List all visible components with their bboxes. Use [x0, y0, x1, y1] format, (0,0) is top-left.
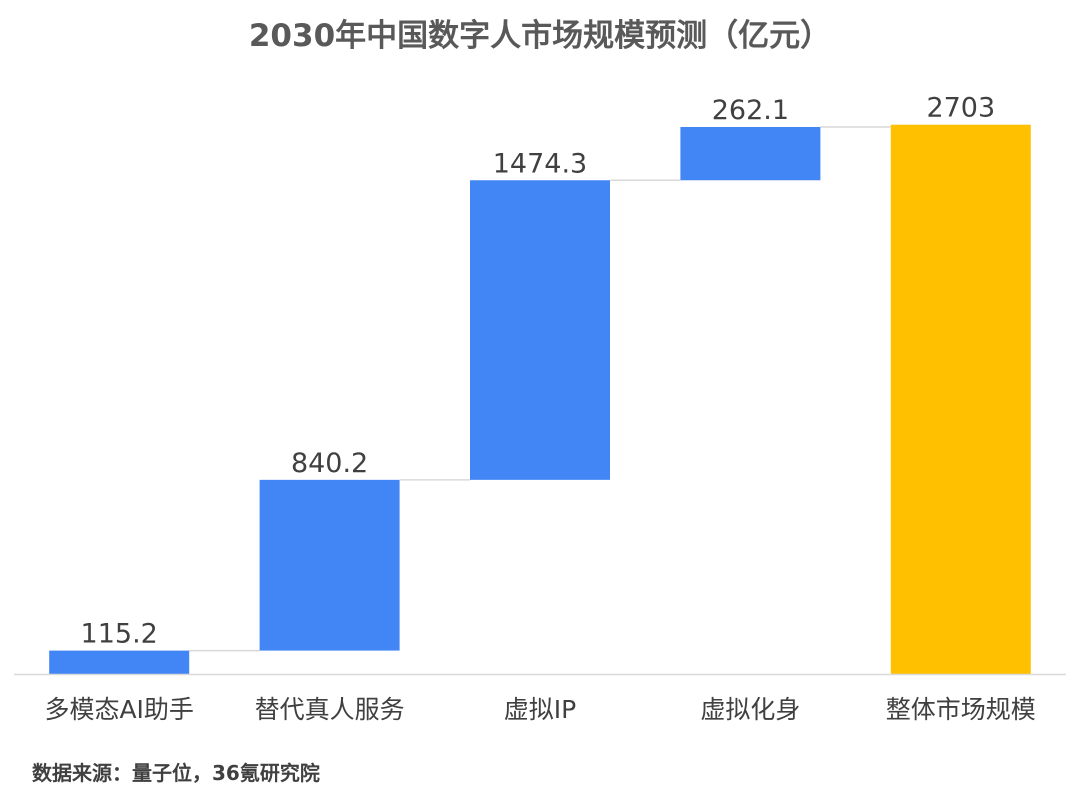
- x-tick-label: 整体市场规模: [886, 695, 1036, 724]
- bar-increment: [49, 650, 190, 674]
- bar-total: [890, 124, 1031, 674]
- x-tick-label: 替代真人服务: [255, 695, 405, 724]
- bar-increment: [470, 180, 610, 480]
- x-tick-label: 多模态AI助手: [44, 695, 193, 724]
- x-tick-label: 虚拟化身: [700, 695, 800, 724]
- bar-increment: [680, 126, 821, 181]
- data-label: 1474.3: [493, 148, 587, 179]
- bar-increment: [259, 479, 400, 651]
- data-label: 115.2: [81, 619, 158, 650]
- x-tick-label: 虚拟IP: [504, 695, 576, 724]
- data-label: 2703: [926, 93, 995, 124]
- data-label: 840.2: [291, 448, 368, 479]
- chart-title: 2030年中国数字人市场规模预测（亿元）: [248, 18, 832, 54]
- source-note: 数据来源：量子位，36氪研究院: [32, 761, 320, 785]
- data-label: 262.1: [712, 95, 789, 126]
